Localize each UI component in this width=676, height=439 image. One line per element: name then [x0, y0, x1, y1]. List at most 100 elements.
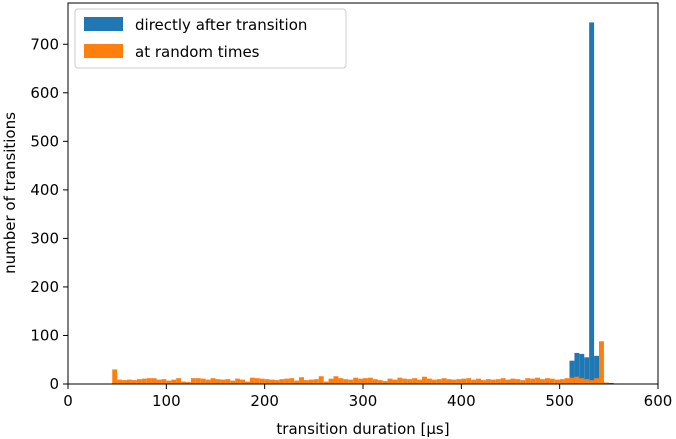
bar-directly-after-0	[569, 360, 575, 384]
x-tick-label-400: 400	[447, 392, 476, 410]
bar-random-times-33	[274, 380, 280, 384]
bar-random-times-88	[544, 378, 550, 384]
bar-random-times-100	[603, 382, 609, 384]
bar-random-times-85	[530, 378, 536, 384]
bar-random-times-42	[318, 376, 324, 384]
bar-directly-after-3	[584, 357, 590, 384]
bar-random-times-15	[186, 382, 191, 384]
bar-random-times-34	[279, 379, 285, 384]
bar-random-times-6	[141, 378, 147, 384]
bar-random-times-99	[599, 341, 604, 384]
x-tick-label-300: 300	[349, 392, 378, 410]
bar-random-times-28	[249, 377, 255, 384]
legend-swatch-at-random-times	[84, 44, 123, 58]
bar-random-times-30	[259, 378, 265, 384]
bar-random-times-16	[190, 378, 196, 384]
x-tick-label-200: 200	[250, 392, 279, 410]
series-at-random-times	[112, 341, 609, 384]
bar-random-times-83	[520, 380, 526, 384]
bar-random-times-65	[431, 379, 437, 384]
legend: directly after transition at random time…	[74, 8, 347, 69]
bar-directly-after-1	[574, 352, 580, 384]
bar-random-times-84	[525, 378, 531, 384]
bar-random-times-0	[112, 369, 118, 384]
bar-random-times-50	[358, 378, 363, 384]
bar-random-times-82	[515, 379, 521, 384]
y-tick-label-700: 700	[30, 35, 59, 53]
bar-random-times-29	[254, 378, 260, 384]
bar-random-times-31	[264, 379, 270, 384]
bar-random-times-20	[210, 378, 216, 384]
x-axis-label: transition duration [µs]	[276, 420, 449, 438]
bar-random-times-89	[549, 378, 555, 384]
bar-random-times-94	[574, 376, 580, 384]
bar-random-times-52	[367, 377, 373, 384]
bar-random-times-77	[490, 379, 496, 384]
bar-random-times-7	[146, 378, 152, 384]
bar-random-times-81	[510, 378, 516, 384]
bar-random-times-46	[338, 378, 344, 384]
bar-random-times-40	[308, 379, 314, 384]
bar-random-times-98	[594, 378, 599, 384]
y-tick-label-200: 200	[30, 278, 59, 296]
bar-random-times-3	[127, 379, 132, 384]
x-tick-label-500: 500	[545, 392, 574, 410]
bar-random-times-25	[235, 378, 241, 384]
bar-random-times-66	[436, 379, 442, 384]
bar-random-times-61	[412, 378, 418, 384]
bar-random-times-1	[117, 379, 123, 384]
bar-directly-after-5	[594, 355, 599, 384]
bar-random-times-24	[230, 380, 236, 384]
bar-random-times-43	[323, 381, 329, 384]
bar-random-times-44	[328, 378, 334, 384]
series-directly-after-transition	[569, 22, 614, 384]
bar-random-times-49	[353, 377, 359, 384]
legend-label-directly-after-transition: directly after transition	[135, 16, 307, 34]
bar-random-times-59	[402, 378, 408, 384]
bar-random-times-90	[554, 379, 560, 384]
bar-random-times-39	[304, 380, 309, 384]
bar-random-times-48	[348, 379, 354, 384]
y-tick-label-600: 600	[30, 84, 59, 102]
bar-random-times-56	[387, 378, 393, 384]
bar-random-times-11	[166, 380, 172, 384]
x-axis: 0 100 200 300 400 500 600	[63, 384, 672, 410]
bar-random-times-27	[245, 381, 250, 384]
bar-random-times-58	[397, 377, 403, 384]
bar-random-times-92	[564, 378, 570, 384]
y-tick-label-300: 300	[30, 229, 59, 247]
bar-random-times-91	[559, 379, 565, 384]
bar-random-times-38	[299, 377, 304, 384]
y-tick-label-400: 400	[30, 181, 59, 199]
bar-random-times-35	[284, 378, 290, 384]
legend-swatch-directly-after-transition	[84, 17, 123, 31]
y-axis-label: number of transitions	[1, 112, 19, 274]
y-axis: 0 100 200 300 400 500 600 700	[30, 35, 68, 393]
bar-random-times-45	[333, 376, 339, 384]
bar-random-times-80	[505, 379, 511, 384]
bar-random-times-41	[313, 379, 319, 384]
bar-random-times-97	[589, 380, 595, 384]
bar-random-times-12	[171, 379, 177, 384]
bar-random-times-70	[456, 379, 462, 384]
bar-random-times-13	[176, 378, 182, 384]
bar-random-times-79	[500, 378, 506, 384]
bar-random-times-78	[495, 379, 501, 384]
bar-random-times-55	[382, 381, 388, 384]
bar-random-times-21	[215, 379, 221, 384]
bar-directly-after-4	[589, 22, 595, 384]
bar-random-times-32	[269, 379, 275, 384]
bar-random-times-53	[372, 379, 378, 384]
bar-random-times-26	[240, 379, 245, 384]
bar-random-times-60	[407, 379, 413, 384]
bar-random-times-74	[476, 378, 481, 384]
x-tick-label-600: 600	[644, 392, 673, 410]
bar-random-times-87	[540, 379, 545, 384]
bar-random-times-47	[343, 379, 349, 384]
x-tick-label-100: 100	[152, 392, 181, 410]
bar-random-times-93	[569, 377, 575, 384]
bar-random-times-5	[136, 379, 142, 384]
bar-random-times-2	[122, 380, 127, 384]
bar-random-times-62	[417, 379, 422, 384]
